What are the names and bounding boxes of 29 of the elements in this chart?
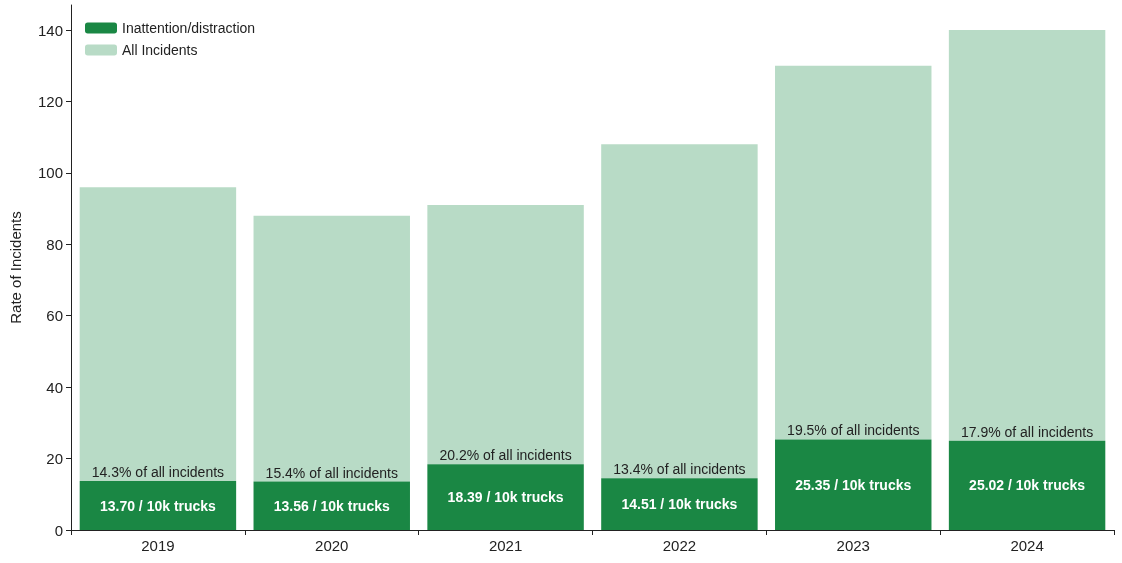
y-tick-label: 40	[46, 378, 63, 396]
annotation: 13.4% of all incidents	[613, 461, 746, 478]
data-label: 13.56 / 10k trucks	[273, 497, 390, 514]
y-tick-label: 60	[46, 307, 63, 325]
annotation: 17.9% of all incidents	[960, 423, 1094, 440]
annotation: 14.3% of all incidents	[91, 464, 225, 481]
data-label: 25.35 / 10k trucks	[795, 476, 912, 493]
x-tick-label: 2023	[836, 537, 870, 554]
y-tick-label: 20	[46, 450, 63, 468]
data-label: 13.70 / 10k trucks	[99, 497, 217, 514]
data-label: 18.39 / 10k trucks	[447, 489, 564, 506]
x-tick-label: 2021	[488, 537, 523, 554]
x-tick-label: 2020	[315, 537, 349, 554]
data-label: 25.02 / 10k trucks	[969, 477, 1086, 494]
y-axis-title: Rate of Incidents	[7, 211, 24, 324]
legend-label: All Incidents	[122, 42, 198, 58]
y-tick-label: 0	[54, 521, 63, 539]
y-tick-label: 100	[37, 164, 63, 182]
legend-label: Inattention/distraction	[122, 20, 256, 36]
annotation: 19.5% of all incidents	[787, 422, 920, 439]
y-tick-label: 120	[37, 92, 63, 110]
x-tick-label: 2024	[1010, 537, 1044, 554]
x-tick-label: 2019	[141, 537, 175, 554]
x-tick-label: 2022	[662, 537, 697, 554]
annotation: 15.4% of all incidents	[265, 464, 398, 481]
data-label: 14.51 / 10k trucks	[621, 496, 738, 513]
y-tick-label: 80	[46, 235, 63, 253]
annotation: 20.2% of all incidents	[439, 447, 572, 464]
y-tick-label: 140	[37, 21, 63, 39]
